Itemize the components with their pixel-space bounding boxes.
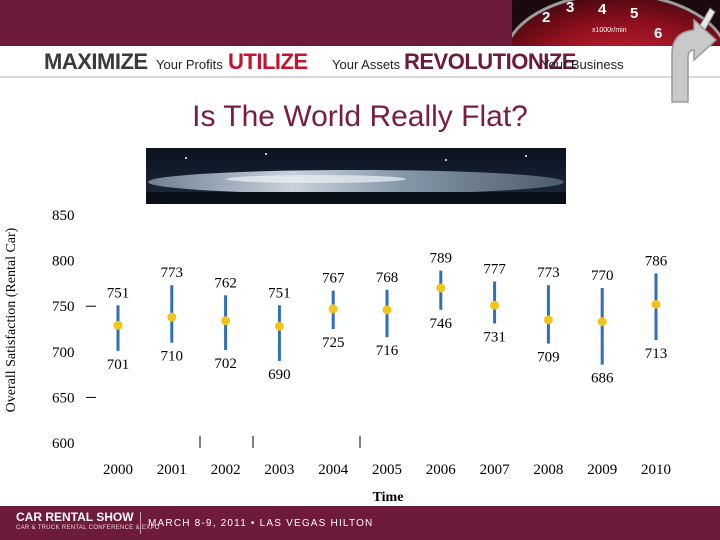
lower-value-label: 746 — [430, 316, 453, 332]
x-tick-label: 2005 — [372, 462, 402, 478]
footer-divider — [140, 512, 141, 534]
lower-value-label: 709 — [537, 350, 560, 366]
x-tick-label: 2010 — [641, 462, 671, 478]
y-axis-label: Overall Satisfaction (Rental Car) — [4, 227, 19, 412]
lower-value-label: 710 — [161, 349, 184, 365]
lower-value-label: 713 — [645, 346, 668, 362]
mean-marker — [167, 312, 177, 322]
upper-value-label: 770 — [591, 268, 614, 284]
upper-value-label: 751 — [107, 285, 130, 301]
flat-earth-image — [146, 148, 566, 204]
x-tick-label: 2007 — [480, 462, 511, 478]
upper-value-label: 768 — [376, 270, 399, 286]
footer-logo-subtitle: CAR & TRUCK RENTAL CONFERENCE & EXPO — [16, 525, 160, 531]
x-tick-label: 2003 — [264, 462, 294, 478]
tagline-word-maximize: MAXIMIZE — [44, 49, 148, 74]
mean-marker — [490, 300, 500, 310]
y-tick-label: 800 — [52, 254, 75, 270]
lower-value-label: 702 — [214, 356, 237, 372]
upper-value-label: 777 — [483, 262, 506, 278]
upper-value-label: 751 — [268, 285, 291, 301]
footer-event-date: MARCH 8-9, 2011 • LAS VEGAS HILTON — [148, 518, 374, 529]
mean-marker — [597, 317, 607, 327]
mean-marker — [543, 315, 553, 325]
lower-value-label: 716 — [376, 343, 399, 359]
y-tick-label: 850 — [52, 208, 75, 224]
upper-value-label: 773 — [537, 265, 560, 281]
gauge-number: 2 — [542, 9, 550, 26]
gauge-number: 4 — [598, 1, 607, 18]
x-tick-label: 2009 — [587, 462, 617, 478]
gauge-number: 5 — [630, 5, 638, 22]
x-tick-label: 2004 — [318, 462, 349, 478]
tagline-word-revolutionize: REVOLUTIONIZE — [404, 49, 576, 74]
mean-marker — [651, 299, 661, 309]
tagline-word-utilize: UTILIZE — [228, 49, 308, 74]
top-banner: 2 3 4 5 6 x1000r/min — [0, 0, 720, 46]
mean-marker — [328, 304, 338, 314]
mean-marker — [382, 305, 392, 315]
upper-value-label: 789 — [430, 251, 453, 267]
upper-value-label: 767 — [322, 271, 345, 287]
footer-bar: CAR RENTAL SHOW CAR & TRUCK RENTAL CONFE… — [0, 506, 720, 540]
y-tick-label: 600 — [52, 436, 75, 452]
x-tick-label: 2001 — [157, 462, 187, 478]
gauge-unit: x1000r/min — [592, 27, 627, 34]
y-tick-label: 750 — [52, 299, 75, 315]
tagline-bar: MAXIMIZE Your Profits UTILIZE Your Asset… — [0, 46, 720, 78]
x-tick-label: 2008 — [533, 462, 563, 478]
mean-marker — [274, 321, 284, 331]
lower-value-label: 725 — [322, 335, 345, 351]
x-tick-label: 2006 — [426, 462, 457, 478]
x-tick-label: 2002 — [211, 462, 241, 478]
y-tick-label: 650 — [52, 390, 75, 406]
tagline-phrase-business: Your Business — [541, 57, 624, 72]
gauge-number: 6 — [654, 25, 662, 42]
tagline-phrase-assets: Your Assets — [332, 57, 401, 72]
lower-value-label: 701 — [107, 357, 130, 373]
lower-value-label: 731 — [483, 330, 506, 346]
satisfaction-chart: 600 650 700 750 800 850 Overall Satisfaction (… — [4, 208, 671, 505]
mean-marker — [436, 283, 446, 293]
upper-value-label: 762 — [214, 275, 237, 291]
x-tick-label: 2000 — [103, 462, 133, 478]
slide-title: Is The World Really Flat? — [192, 100, 528, 133]
mean-marker — [113, 320, 123, 330]
tagline-phrase-profits: Your Profits — [156, 57, 223, 72]
y-tick-label: 700 — [52, 345, 75, 361]
gauge-number: 3 — [566, 0, 574, 16]
upper-value-label: 786 — [645, 253, 668, 269]
x-axis-label: Time — [373, 490, 404, 505]
lower-value-label: 686 — [591, 371, 614, 387]
mean-marker — [221, 316, 231, 326]
lower-value-label: 690 — [268, 367, 291, 383]
footer-logo: CAR RENTAL SHOW — [16, 510, 134, 524]
speedometer-graphic: 2 3 4 5 6 x1000r/min — [512, 0, 720, 46]
upper-value-label: 773 — [161, 265, 184, 281]
arrow-graphic — [671, 18, 718, 103]
